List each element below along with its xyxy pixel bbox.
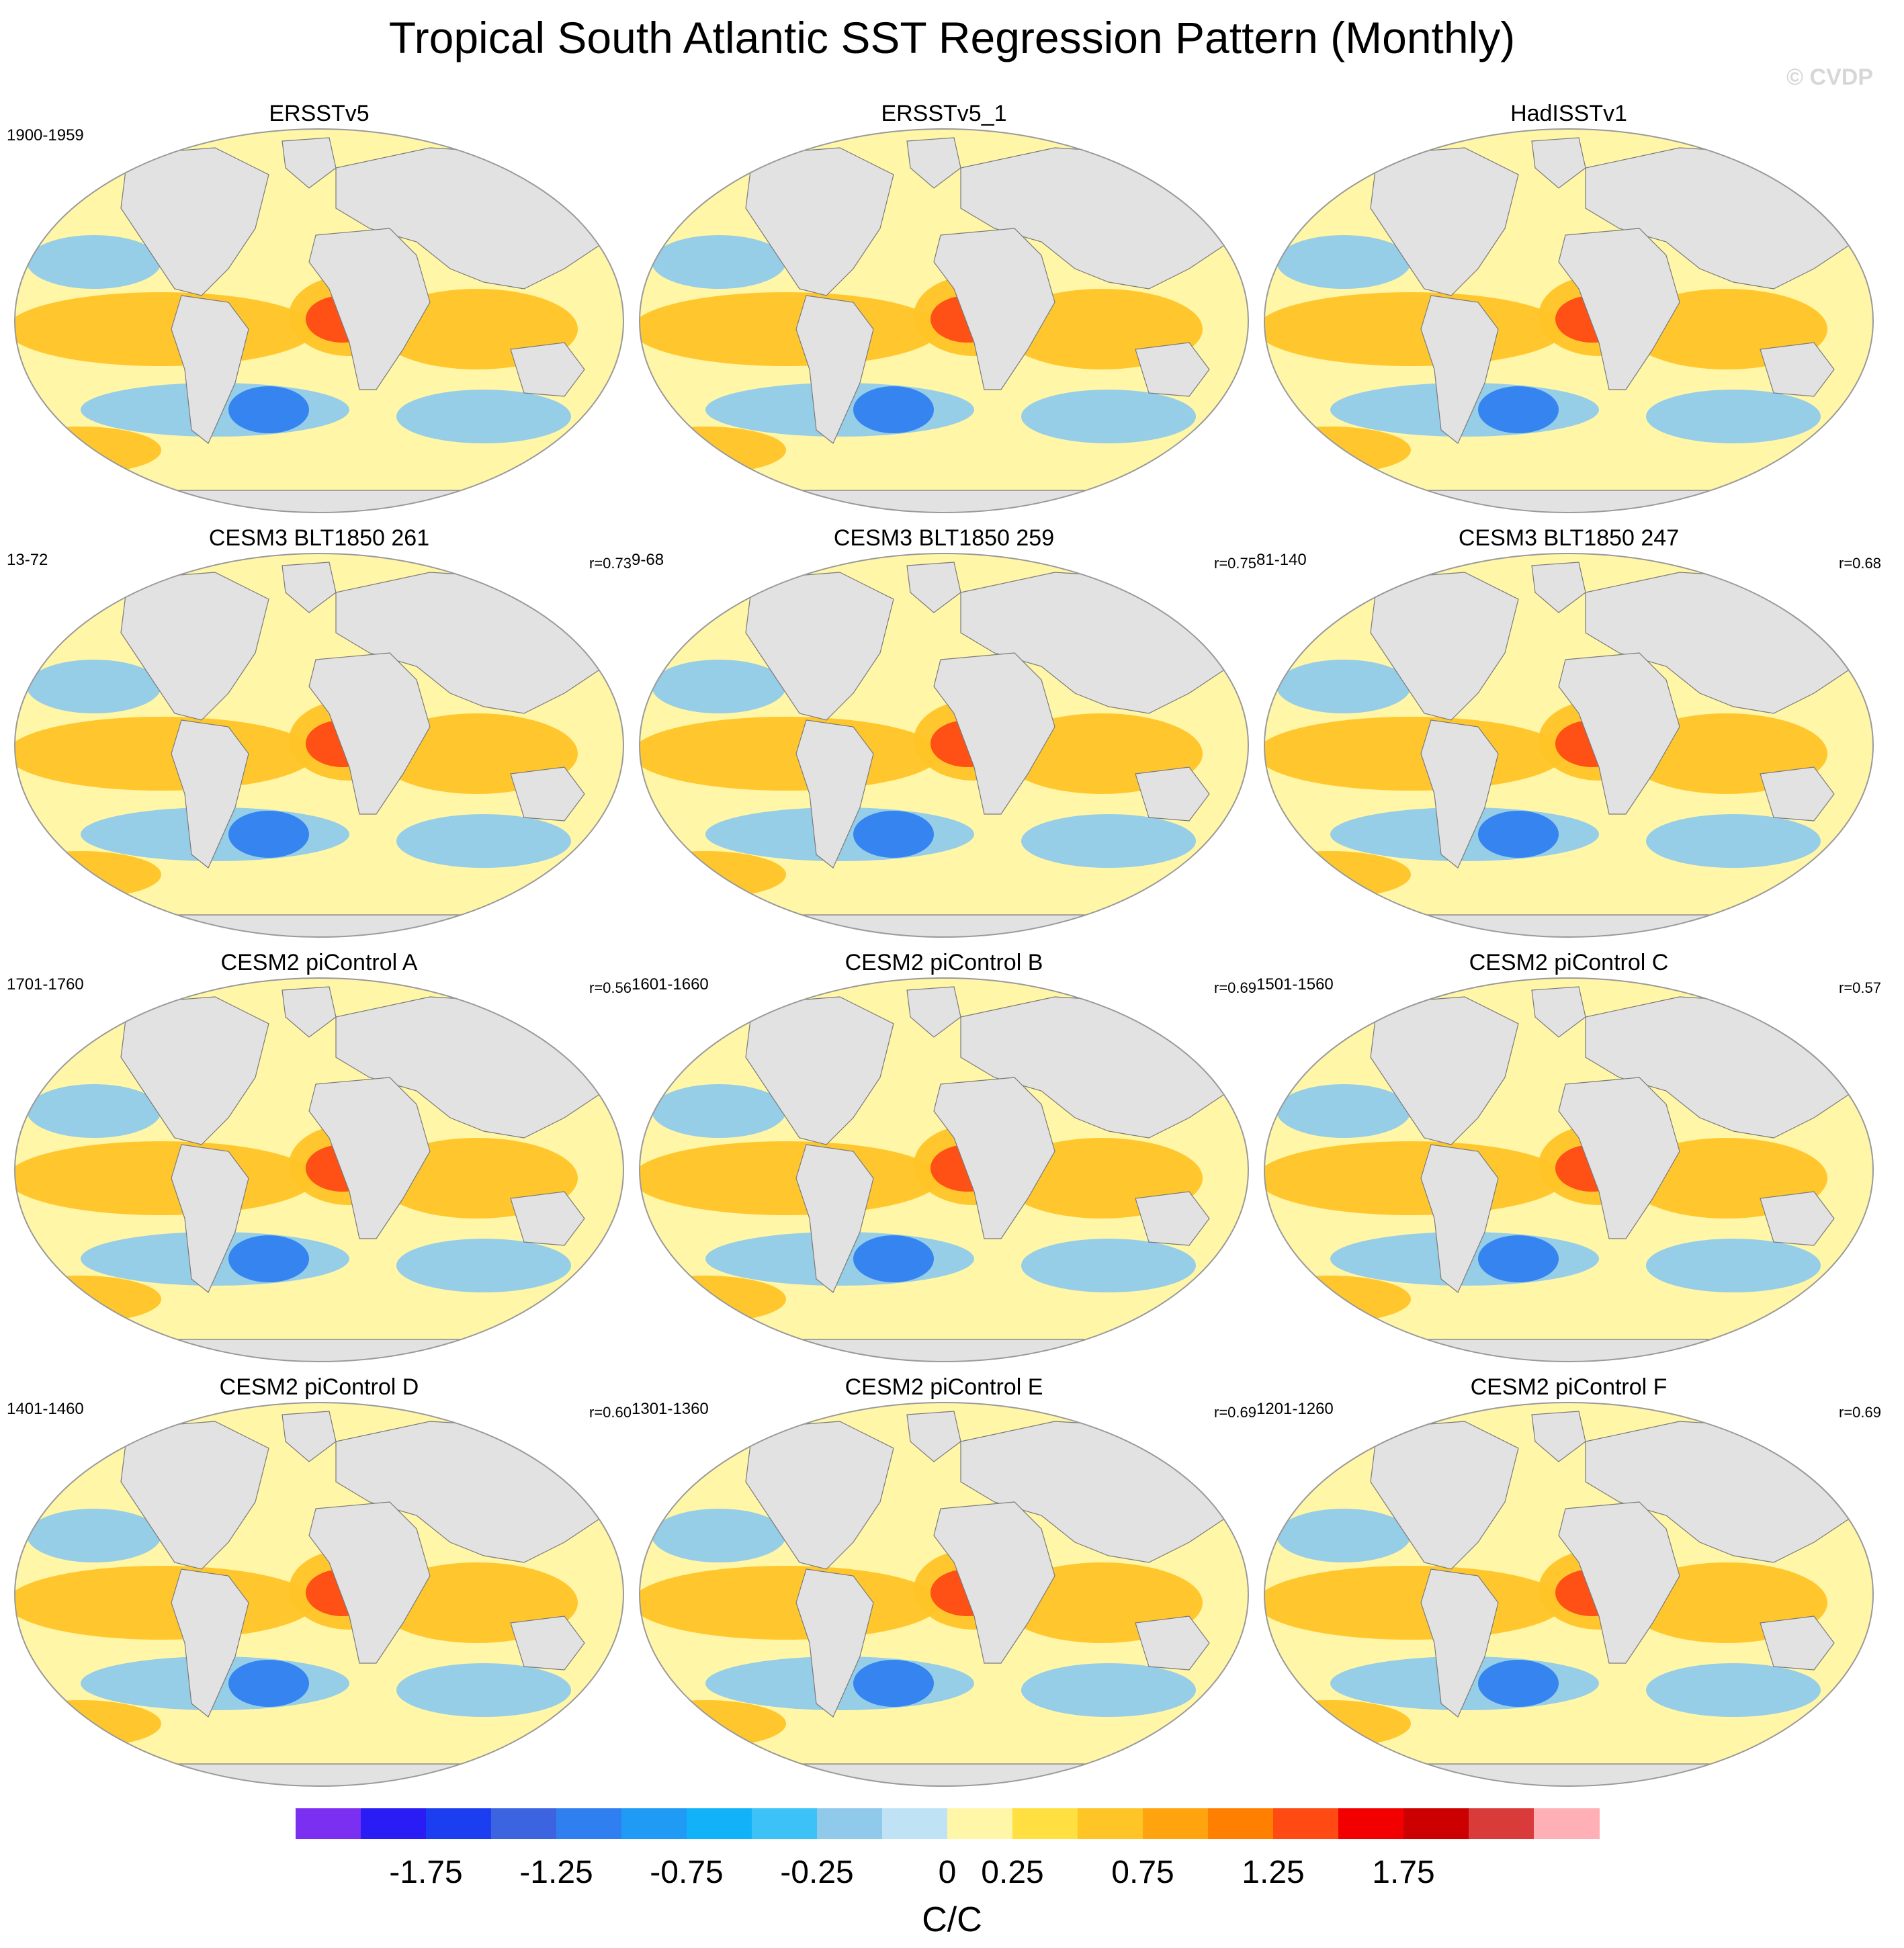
- map-panel: CESM2 piControl E 1301-1360 r=0.69: [632, 1374, 1256, 1804]
- sst-map: [638, 977, 1250, 1366]
- panel-years: 1601-1660: [632, 975, 709, 993]
- panel-title: CESM2 piControl D: [219, 1374, 419, 1400]
- colorbar-swatch: [1469, 1808, 1534, 1839]
- panel-years: 1701-1760: [7, 975, 84, 993]
- map-panel: CESM2 piControl A 1701-1760 r=0.56: [7, 950, 632, 1380]
- figure-title: Tropical South Atlantic SST Regression P…: [388, 13, 1516, 62]
- panel-title: CESM2 piControl A: [220, 950, 418, 975]
- panel-years: 81-140: [1256, 551, 1307, 569]
- map-panel: CESM2 piControl B 1601-1660 r=0.69: [632, 950, 1256, 1380]
- colorbar-tick-label: 1.75: [1372, 1855, 1435, 1890]
- panel-title: CESM2 piControl F: [1470, 1374, 1668, 1400]
- colorbar-swatch: [1338, 1808, 1404, 1839]
- panel-years: 13-72: [7, 551, 48, 569]
- panel-years: 1501-1560: [1256, 975, 1334, 993]
- panel-correlation: r=0.73: [589, 555, 632, 572]
- colorbar-tick-label: -0.25: [780, 1855, 854, 1890]
- panel-years: 1900-1959: [7, 126, 84, 144]
- map-panel: CESM3 BLT1850 259 9-68 r=0.75: [632, 525, 1256, 955]
- colorbar-swatch: [687, 1808, 752, 1839]
- colorbar-swatch: [426, 1808, 492, 1839]
- map-panel: CESM2 piControl D 1401-1460 r=0.60: [7, 1374, 632, 1804]
- panel-title: CESM2 piControl E: [845, 1374, 1043, 1400]
- panel-title: CESM2 piControl B: [845, 950, 1043, 975]
- panel-title: CESM3 BLT1850 259: [833, 525, 1055, 551]
- sst-map: [638, 552, 1250, 942]
- panel-years: 9-68: [632, 551, 664, 569]
- panel-years: 1301-1360: [632, 1400, 709, 1418]
- map-panel: HadISSTv1: [1256, 101, 1881, 531]
- panel-years: 1201-1260: [1256, 1400, 1334, 1418]
- colorbar-swatch: [1078, 1808, 1143, 1839]
- colorbar-swatch: [621, 1808, 687, 1839]
- panel-years: 1401-1460: [7, 1400, 84, 1418]
- sst-map: [638, 1401, 1250, 1791]
- colorbar-tick-label: 1.25: [1242, 1855, 1305, 1890]
- sst-map: [638, 128, 1250, 517]
- panel-title: ERSSTv5: [269, 101, 370, 126]
- panel-title: CESM3 BLT1850 261: [208, 525, 430, 551]
- panel-correlation: r=0.69: [1839, 1404, 1881, 1421]
- panel-correlation: r=0.56: [589, 979, 632, 996]
- colorbar-units: C/C: [922, 1900, 982, 1939]
- colorbar: [296, 1808, 1600, 1839]
- colorbar-tick-label: 0.25: [981, 1855, 1044, 1890]
- panel-correlation: r=0.68: [1839, 555, 1881, 572]
- sst-map: [13, 128, 625, 517]
- sst-map: [13, 552, 625, 942]
- panel-title: CESM2 piControl C: [1469, 950, 1669, 975]
- colorbar-swatch: [752, 1808, 818, 1839]
- colorbar-tick-label: -0.75: [650, 1855, 724, 1890]
- panel-title: ERSSTv5_1: [881, 101, 1007, 126]
- colorbar-swatch: [1208, 1808, 1274, 1839]
- colorbar-swatch: [1143, 1808, 1209, 1839]
- map-panel: CESM3 BLT1850 261 13-72 r=0.73: [7, 525, 632, 955]
- colorbar-swatch: [1273, 1808, 1339, 1839]
- sst-map: [13, 1401, 625, 1791]
- colorbar-swatch: [1403, 1808, 1469, 1839]
- panel-correlation: r=0.69: [1214, 1404, 1256, 1421]
- colorbar-swatch: [882, 1808, 948, 1839]
- sst-map: [1263, 977, 1874, 1366]
- colorbar-tick-label: 0.75: [1111, 1855, 1174, 1890]
- sst-map: [1263, 128, 1874, 517]
- sst-map: [13, 977, 625, 1366]
- panel-correlation: r=0.60: [589, 1404, 632, 1421]
- colorbar-swatch: [296, 1808, 361, 1839]
- map-panel: ERSSTv5 1900-1959: [7, 101, 632, 531]
- panel-correlation: r=0.69: [1214, 979, 1256, 996]
- colorbar-swatch: [361, 1808, 427, 1839]
- colorbar-swatch: [1534, 1808, 1600, 1839]
- panel-title: CESM3 BLT1850 247: [1458, 525, 1680, 551]
- colorbar-swatch: [947, 1808, 1013, 1839]
- colorbar-swatch: [1012, 1808, 1078, 1839]
- colorbar-tick-label: 0: [938, 1855, 957, 1890]
- map-panel: CESM3 BLT1850 247 81-140 r=0.68: [1256, 525, 1881, 955]
- panel-title: HadISSTv1: [1510, 101, 1627, 126]
- panel-correlation: r=0.75: [1214, 555, 1256, 572]
- sst-map: [1263, 552, 1874, 942]
- colorbar-tick-label: -1.75: [389, 1855, 463, 1890]
- colorbar-swatch: [817, 1808, 883, 1839]
- sst-map: [1263, 1401, 1874, 1791]
- colorbar-tick-label: -1.25: [519, 1855, 593, 1890]
- colorbar-swatch: [556, 1808, 622, 1839]
- map-panel: CESM2 piControl F 1201-1260 r=0.69: [1256, 1374, 1881, 1804]
- colorbar-swatch: [491, 1808, 557, 1839]
- cvdp-credit: © CVDP: [1786, 64, 1873, 90]
- panel-correlation: r=0.57: [1839, 979, 1881, 996]
- map-panel: ERSSTv5_1: [632, 101, 1256, 531]
- map-panel: CESM2 piControl C 1501-1560 r=0.57: [1256, 950, 1881, 1380]
